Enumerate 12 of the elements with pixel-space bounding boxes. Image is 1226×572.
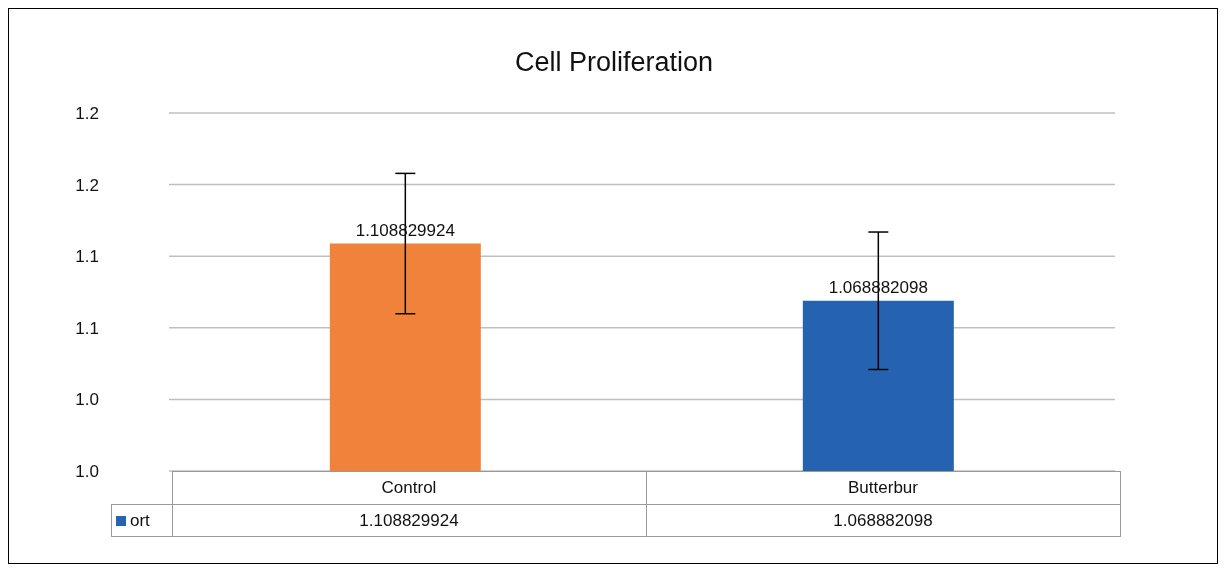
chart-title: Cell Proliferation (513, 47, 715, 78)
y-tick-label: 1.0 (75, 390, 99, 410)
y-tick-label: 1.0 (75, 462, 99, 482)
y-tick-label: 1.2 (75, 104, 99, 124)
text: 1.108829924 (172, 504, 646, 537)
legend-label: ort (111, 504, 172, 537)
x-tick-label: Control (381, 478, 437, 497)
text: 1.068882098 (646, 504, 1120, 537)
x-tick-label: Butterbur (848, 478, 918, 497)
y-tick-label: 1.1 (75, 247, 99, 267)
y-tick-label: 1.1 (75, 318, 99, 338)
y-tick-label: 1.2 (75, 175, 99, 195)
